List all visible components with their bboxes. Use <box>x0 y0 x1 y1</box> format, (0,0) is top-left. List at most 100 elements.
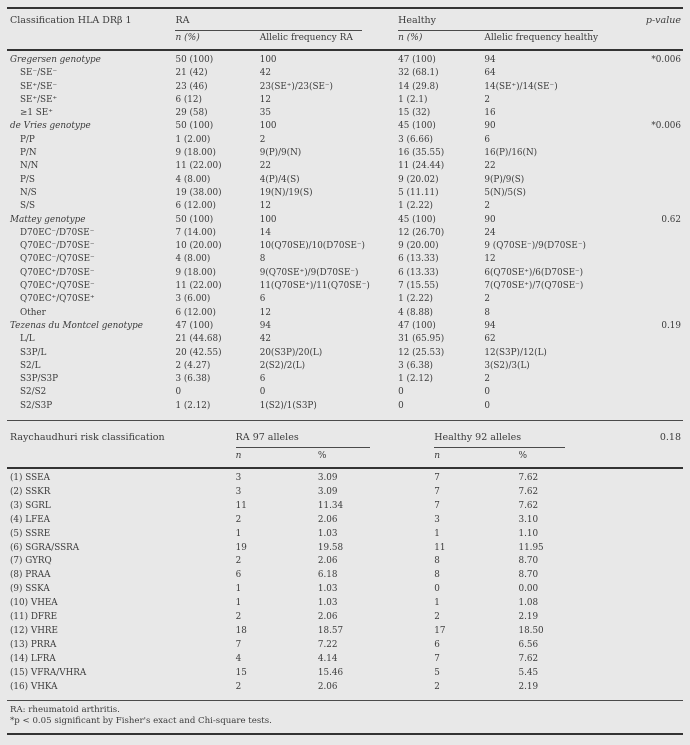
cell-n-healthy: 4 (8.88) <box>398 307 433 318</box>
cell-allelic-freq-ra: 11(Q70SE⁺)/11(Q70SE⁻) <box>259 281 370 292</box>
cell-n-ra: 50 (100) <box>175 121 214 132</box>
cell-allelic-freq-ra: 23(SE⁺)/23(SE⁻) <box>259 81 333 92</box>
table-bottom-rule <box>7 732 683 735</box>
cell-n-healthy: 3 <box>434 514 440 525</box>
cell-allelic-freq-healthy: 22 <box>484 161 496 172</box>
cell-n-healthy: 31 (65.95) <box>398 334 445 345</box>
cell-allelic-freq-healthy: 0 <box>484 400 490 411</box>
cell-pvalue: *0.006 <box>651 55 681 65</box>
row-label: N/N <box>20 161 39 172</box>
cell-pvalue: 0.19 <box>661 320 681 331</box>
cell-allelic-freq-healthy: 90 <box>484 214 496 225</box>
cell-allelic-freq-ra: 22 <box>259 161 271 172</box>
table-row: (16) VHKA 2 2.06 2 2.19 <box>7 681 683 695</box>
cell-n-healthy: 7 <box>434 473 440 484</box>
table-row: (7) GYRQ 2 2.06 8 8.70 <box>7 555 683 569</box>
row-label: (12) VHRE <box>10 625 58 636</box>
footnotes: RA: rheumatoid arthritis. *p < 0.05 sign… <box>7 701 683 733</box>
cell-pvalue <box>629 147 683 160</box>
cell-allelic-freq-ra: 6 <box>259 294 266 305</box>
table-row: Tezenas du Montcel genotype 47 (100) 94 … <box>7 320 683 333</box>
col-header-allelic-freq-healthy: Allelic frequency healthy <box>484 31 629 51</box>
table-row: (2) SSKR 3 3.09 7 7.62 <box>7 486 683 500</box>
table-row: P/P 1 (2.00) 2 3 (6.66) 6 <box>7 134 683 147</box>
table2-sub-header-row: n % n % <box>7 448 683 470</box>
col-header-pvalue: p-value <box>645 15 681 26</box>
cell-pct-ra: 15.46 <box>317 667 344 678</box>
cell-pvalue <box>629 583 683 597</box>
cell-n-ra: 4 (8.00) <box>175 254 211 265</box>
cell-pvalue <box>629 67 683 80</box>
row-label: Other <box>20 307 46 318</box>
cell-n-ra: 1 (2.12) <box>175 400 211 411</box>
footnote-separator-rule <box>7 699 683 701</box>
cell-n-ra: 47 (100) <box>175 320 214 331</box>
table-row: N/S 19 (38.00) 19(N)/19(S) 5 (11.11) 5(N… <box>7 187 683 200</box>
row-label: Q70EC⁺/D70SE⁻ <box>20 267 95 278</box>
cell-n-ra: 11 (22.00) <box>175 281 222 292</box>
table1-body: Gregersen genotype 50 (100) 100 47 (100)… <box>7 50 683 413</box>
cell-allelic-freq-healthy: 14(SE⁺)/14(SE⁻) <box>484 81 558 92</box>
cell-allelic-freq-ra: 42 <box>259 68 271 79</box>
cell-allelic-freq-healthy: 62 <box>484 334 496 345</box>
cell-n-ra: 20 (42.55) <box>175 347 222 358</box>
cell-pvalue <box>629 253 683 266</box>
cell-n-ra: 23 (46) <box>175 81 208 92</box>
table-row: Q70EC⁺/D70SE⁻ 9 (18.00) 9(Q70SE⁺)/9(D70S… <box>7 267 683 280</box>
table-row: Q70EC⁻/Q70SE⁻ 4 (8.00) 8 6 (13.33) 12 <box>7 253 683 266</box>
cell-pvalue <box>629 333 683 346</box>
row-label: (3) SGRL <box>10 500 51 511</box>
cell-pct-ra: 2.06 <box>317 514 338 525</box>
row-label: N/S <box>20 187 37 198</box>
cell-n-healthy: 14 (29.8) <box>398 81 439 92</box>
cell-pvalue <box>629 293 683 306</box>
table-row: S2/S3P 1 (2.12) 1(S2)/1(S3P) 0 0 <box>7 400 683 413</box>
cell-n-healthy: 0 <box>434 584 440 595</box>
table1-group-header-row: Classification HLA DRβ 1 RA Healthy p-va… <box>7 8 683 31</box>
cell-allelic-freq-healthy: 0 <box>484 387 490 398</box>
table-row: P/S 4 (8.00) 4(P)/4(S) 9 (20.02) 9(P)/9(… <box>7 174 683 187</box>
cell-pvalue <box>629 400 683 413</box>
row-label: Q70EC⁺/Q70SE⁺ <box>20 294 95 305</box>
cell-pvalue <box>629 280 683 293</box>
cell-n-ra: 0 <box>175 387 182 398</box>
cell-allelic-freq-ra: 9(Q70SE⁺)/9(D70SE⁻) <box>259 267 359 278</box>
row-label: de Vries genotype <box>10 121 91 132</box>
row-label: S3P/L <box>20 347 47 358</box>
cell-n-ra: 2 <box>235 556 242 567</box>
cell-n-healthy: 47 (100) <box>398 55 436 65</box>
cell-n-healthy: 6 (13.33) <box>398 267 439 278</box>
cell-allelic-freq-healthy: 2 <box>484 201 490 212</box>
cell-n-ra: 7 (14.00) <box>175 227 216 238</box>
table-row: (10) VHEA 1 1.03 1 1.08 <box>7 597 683 611</box>
table2-pvalue: 0.18 <box>659 432 681 444</box>
cell-pvalue <box>629 653 683 667</box>
cell-pct-healthy: 6.56 <box>518 639 539 650</box>
cell-pct-ra: 6.18 <box>317 570 338 581</box>
row-label: (16) VHKA <box>10 681 58 692</box>
cell-allelic-freq-healthy: 5(N)/5(S) <box>484 187 526 198</box>
table-row: Other 6 (12.00) 12 4 (8.88) 8 <box>7 307 683 320</box>
cell-n-healthy: 5 <box>434 667 440 678</box>
cell-pct-ra: 2.06 <box>317 612 338 623</box>
cell-n-ra: 18 <box>235 625 247 636</box>
row-label: Mattey genotype <box>10 214 86 225</box>
table-row: SE⁺/SE⁻ 23 (46) 23(SE⁺)/23(SE⁻) 14 (29.8… <box>7 81 683 94</box>
col-group-ra: RA <box>175 15 363 31</box>
cell-n-ra: 4 <box>235 653 242 664</box>
cell-allelic-freq-healthy: 7(Q70SE⁺)/7(Q70SE⁻) <box>484 281 584 292</box>
cell-pvalue <box>629 625 683 639</box>
table-row: SE⁺/SE⁺ 6 (12) 12 1 (2.1) 2 <box>7 94 683 107</box>
cell-n-healthy: 1 (2.12) <box>398 374 433 385</box>
cell-pvalue <box>629 360 683 373</box>
cell-pvalue <box>629 227 683 240</box>
cell-n-healthy: 45 (100) <box>398 121 436 132</box>
table-row: Q70EC⁺/Q70SE⁺ 3 (6.00) 6 1 (2.22) 2 <box>7 293 683 306</box>
cell-pvalue <box>629 81 683 94</box>
cell-allelic-freq-healthy: 94 <box>484 55 496 65</box>
cell-allelic-freq-ra: 2 <box>259 134 266 145</box>
cell-allelic-freq-healthy: 6 <box>484 134 490 145</box>
cell-n-ra: 3 <box>235 473 242 484</box>
cell-pvalue <box>629 639 683 653</box>
cell-pvalue <box>629 468 683 486</box>
